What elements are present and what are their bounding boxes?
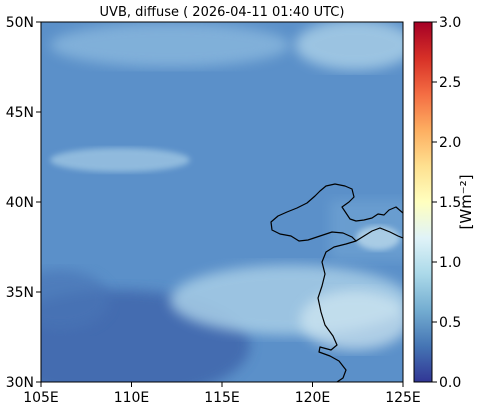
- colorbar-ticks: [432, 21, 437, 383]
- colorbar: [413, 21, 433, 383]
- y-tick-label: 45N: [6, 105, 34, 121]
- y-tick-label: 35N: [6, 285, 34, 301]
- colorbar-tick-label: 1.0: [439, 255, 461, 271]
- map-title: UVB, diffuse ( 2026-04-11 01:40 UTC): [100, 5, 345, 20]
- cloud-band-north: [50, 23, 290, 67]
- y-tick-label: 50N: [6, 15, 34, 31]
- cloud-region-south-bright: [300, 290, 403, 350]
- map-area: [41, 22, 403, 382]
- x-tick-label: 120E: [295, 390, 331, 406]
- colorbar-label: [Wm⁻²]: [457, 174, 475, 229]
- low-value-region-2: [41, 270, 110, 330]
- colorbar-tick-label: 2.5: [439, 75, 461, 91]
- coastline: [270, 183, 403, 382]
- colorbar-tick-label: 1.5: [439, 195, 461, 211]
- x-axis: [40, 382, 404, 387]
- cloud-band-mid: [50, 148, 190, 172]
- peninsula-coast: [355, 227, 403, 242]
- x-tick-label: 105E: [23, 390, 59, 406]
- x-tick-label: 125E: [385, 390, 421, 406]
- colorbar-tick-label: 0.5: [439, 315, 461, 331]
- ocean-east: [330, 200, 403, 260]
- y-axis: [36, 21, 41, 383]
- colorbar-tick-label: 2.0: [439, 135, 461, 151]
- y-tick-label: 40N: [6, 195, 34, 211]
- colorbar-tick-label: 3.0: [439, 15, 461, 31]
- cloud-band-northeast: [295, 22, 403, 70]
- y-tick-label: 30N: [6, 375, 34, 391]
- colorbar-tick-label: 0.0: [439, 375, 461, 391]
- x-tick-label: 110E: [114, 390, 150, 406]
- x-tick-label: 115E: [204, 390, 240, 406]
